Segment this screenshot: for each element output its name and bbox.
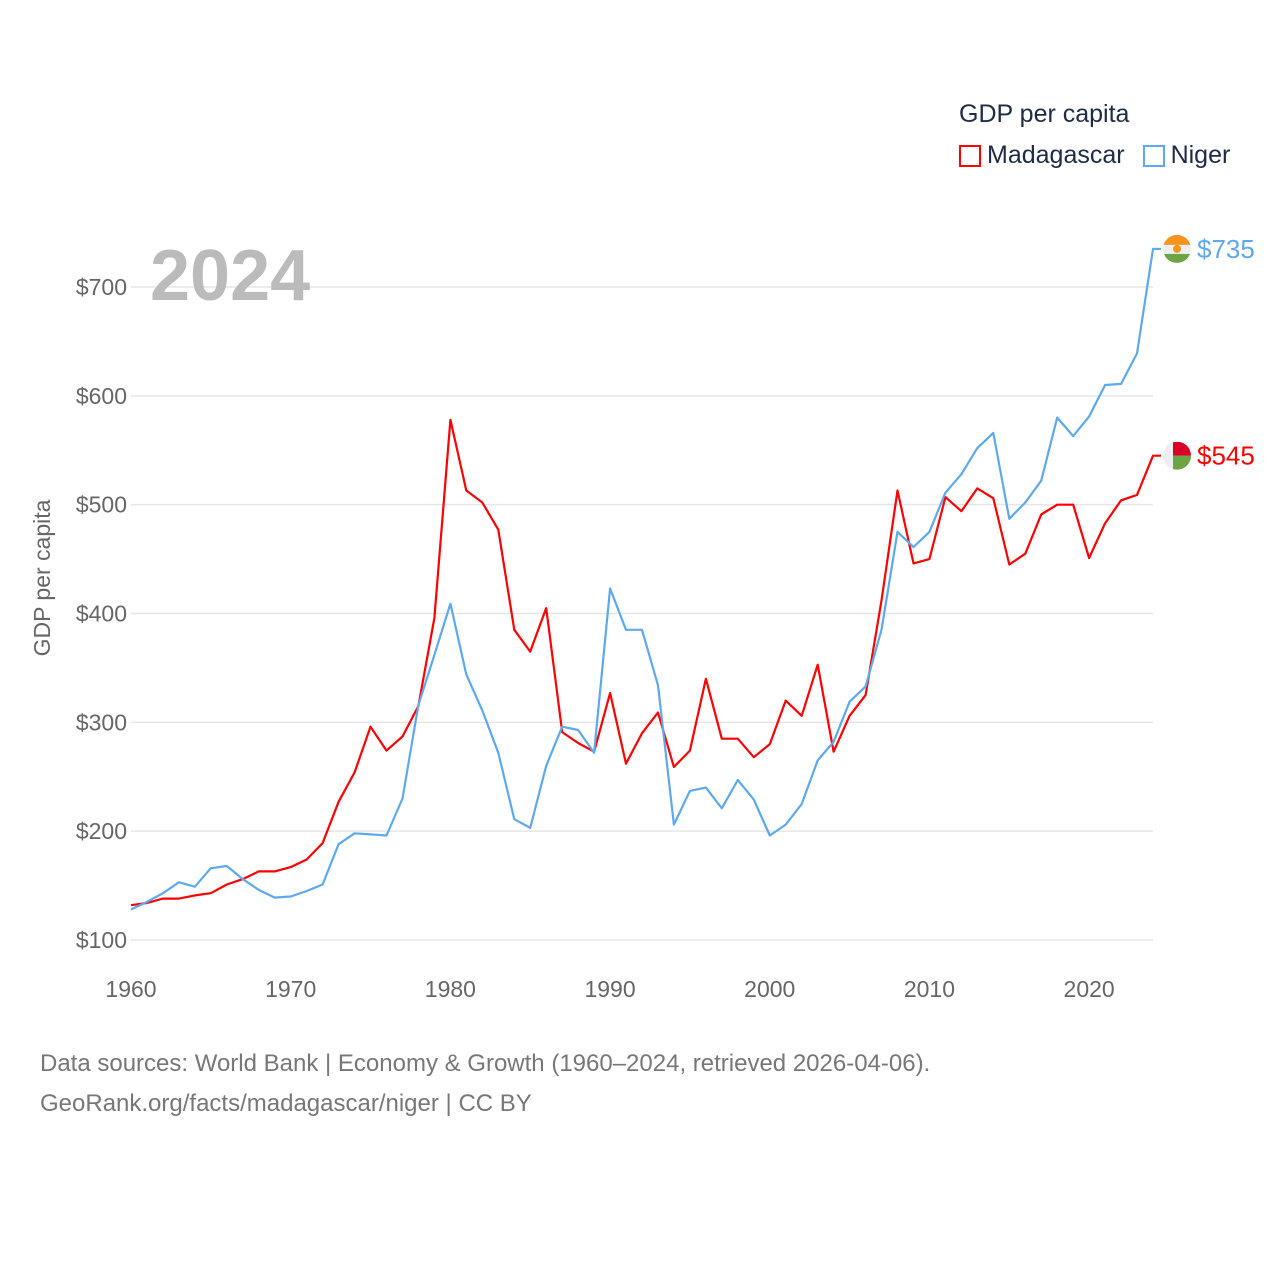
x-tick-label: 1970: [265, 976, 316, 1002]
legend-swatch-niger: [1142, 144, 1165, 167]
legend-swatch-madagascar: [959, 144, 981, 167]
legend-label: Niger: [1170, 141, 1231, 169]
x-tick-label: 1980: [425, 976, 476, 1002]
legend-item-madagascar[interactable]: Madagascar: [959, 141, 1125, 170]
y-tick-label: $200: [76, 818, 127, 844]
y-tick-label: $100: [76, 927, 127, 953]
niger-flag-icon: [1163, 234, 1191, 263]
x-tick-label: 2020: [1064, 976, 1115, 1002]
year-label: 2024: [150, 236, 310, 316]
x-tick-label: 1990: [584, 976, 635, 1002]
end-value-label: $735: [1197, 234, 1255, 264]
x-tick-label: 2000: [744, 976, 795, 1002]
end-value-label: $545: [1197, 441, 1255, 471]
y-tick-label: $400: [76, 601, 127, 627]
source-line-2: GeoRank.org/facts/madagascar/niger | CC …: [40, 1090, 532, 1117]
legend-title: GDP per capita: [959, 100, 1130, 128]
legend-item-niger[interactable]: Niger: [1142, 141, 1231, 170]
y-axis-label: GDP per capita: [29, 499, 55, 656]
y-tick-label: $600: [76, 383, 127, 409]
x-tick-label: 1960: [105, 976, 156, 1002]
source-note: Data sources: World Bank | Economy & Gro…: [40, 1044, 930, 1124]
x-tick-label: 2010: [904, 976, 955, 1002]
series-line-madagascar: [130, 418, 1162, 907]
y-tick-label: $700: [76, 274, 127, 300]
source-line-1: Data sources: World Bank | Economy & Gro…: [40, 1050, 931, 1077]
y-tick-label: $500: [76, 492, 127, 518]
series-line-niger: [130, 247, 1162, 911]
madagascar-flag-icon: [1163, 441, 1191, 470]
legend: Madagascar Niger: [959, 141, 1230, 170]
y-tick-label: $300: [76, 709, 127, 735]
legend-label: Madagascar: [987, 141, 1125, 169]
